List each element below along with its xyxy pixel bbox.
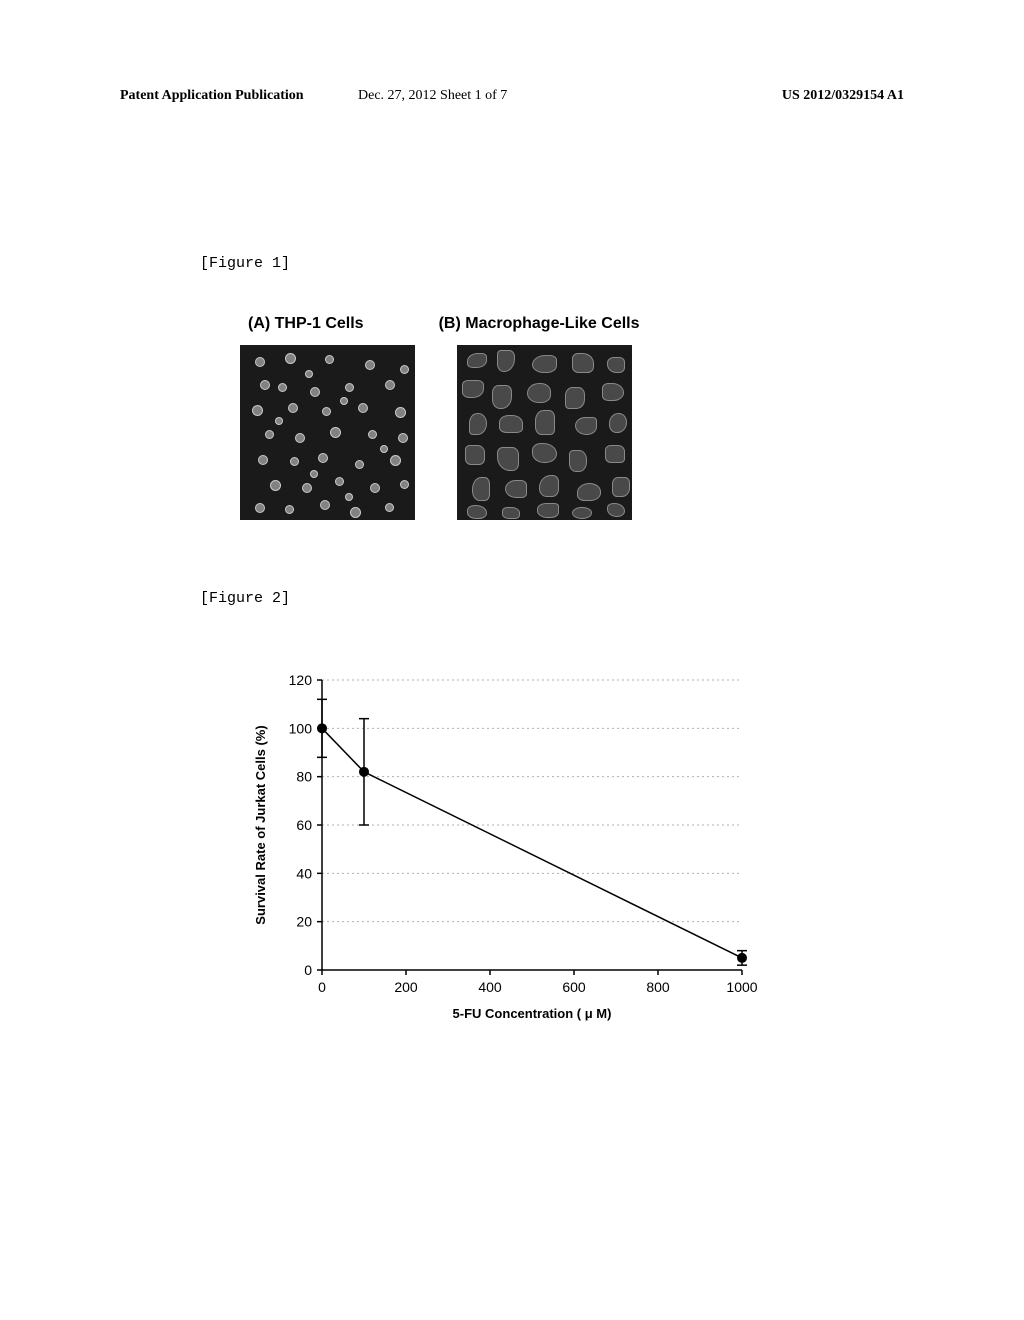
chart-svg: 0 20 40 60 80 100 120 0 200 400 600 800 1000 Survival… bbox=[247, 660, 767, 1030]
svg-text:400: 400 bbox=[478, 979, 502, 995]
svg-text:800: 800 bbox=[646, 979, 670, 995]
svg-text:20: 20 bbox=[296, 914, 312, 930]
figure-2-chart: 0 20 40 60 80 100 120 0 200 400 600 800 1000 Survival… bbox=[247, 660, 767, 1030]
header-date-sheet: Dec. 27, 2012 Sheet 1 of 7 bbox=[358, 88, 507, 104]
svg-text:0: 0 bbox=[318, 979, 326, 995]
figure-2-label: [Figure 2] bbox=[200, 590, 290, 607]
svg-text:60: 60 bbox=[296, 817, 312, 833]
figure-1-title-a: (A) THP-1 Cells bbox=[248, 315, 364, 333]
figure-1-title-b: (B) Macrophage-Like Cells bbox=[439, 315, 640, 333]
thp1-cells-image bbox=[240, 345, 415, 520]
figure-1-images bbox=[240, 345, 760, 520]
svg-text:0: 0 bbox=[304, 962, 312, 978]
svg-text:Survival Rate of Jurkat Cells: Survival Rate of Jurkat Cells (%) bbox=[253, 725, 268, 924]
macrophage-cells-image bbox=[457, 345, 632, 520]
svg-text:1000: 1000 bbox=[726, 979, 757, 995]
header-patent-number: US 2012/0329154 A1 bbox=[782, 88, 904, 104]
figure-1-container: (A) THP-1 Cells (B) Macrophage-Like Cell… bbox=[240, 315, 760, 520]
figure-1-label: [Figure 1] bbox=[200, 255, 290, 272]
figure-1-titles: (A) THP-1 Cells (B) Macrophage-Like Cell… bbox=[240, 315, 760, 333]
svg-text:40: 40 bbox=[296, 865, 312, 881]
svg-text:200: 200 bbox=[394, 979, 418, 995]
svg-text:120: 120 bbox=[289, 672, 313, 688]
svg-text:5-FU Concentration ( μ M): 5-FU Concentration ( μ M) bbox=[453, 1006, 612, 1021]
svg-text:600: 600 bbox=[562, 979, 586, 995]
svg-text:100: 100 bbox=[289, 720, 313, 736]
svg-text:80: 80 bbox=[296, 769, 312, 785]
header-publication: Patent Application Publication bbox=[120, 88, 304, 104]
